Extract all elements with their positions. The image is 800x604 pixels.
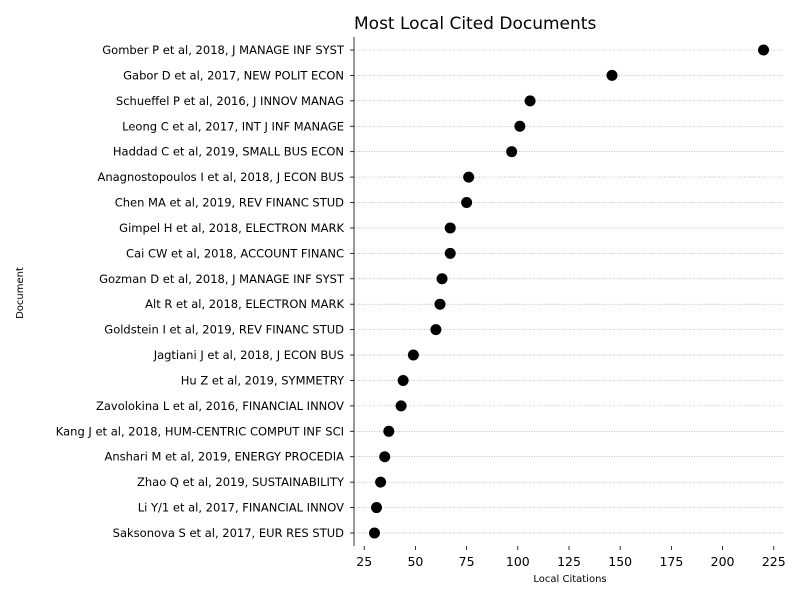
y-tick-label: Chen MA et al, 2019, REV FINANC STUD <box>115 196 344 210</box>
data-point <box>514 120 526 132</box>
y-tick-label: Anshari M et al, 2019, ENERGY PROCEDIA <box>104 450 344 464</box>
y-tick-label: Hu Z et al, 2019, SYMMETRY <box>181 373 345 387</box>
y-tick-label: Gabor D et al, 2017, NEW POLIT ECON <box>123 68 344 82</box>
y-tick-label: Gimpel H et al, 2018, ELECTRON MARK <box>119 221 344 235</box>
y-tick-label: Haddad C et al, 2019, SMALL BUS ECON <box>113 145 344 159</box>
y-tick-label: Jagtiani J et al, 2018, J ECON BUS <box>153 348 344 362</box>
chart-title: Most Local Cited Documents <box>354 14 596 34</box>
data-point <box>395 400 407 412</box>
y-tick-label: Cai CW et al, 2018, ACCOUNT FINANC <box>126 246 344 260</box>
data-points <box>368 44 770 539</box>
y-axis-label: Document <box>15 267 26 319</box>
axes <box>350 37 775 550</box>
data-point <box>368 527 380 539</box>
y-tick-label: Alt R et al, 2018, ELECTRON MARK <box>145 297 344 311</box>
y-tick-label: Li Y/1 et al, 2017, FINANCIAL INNOV <box>138 501 344 515</box>
x-tick-label: 75 <box>459 554 475 569</box>
tick-labels: Gomber P et al, 2018, J MANAGE INF SYST G… <box>56 43 786 569</box>
x-tick-label: 225 <box>762 554 786 569</box>
x-tick-label: 175 <box>659 554 683 569</box>
data-point <box>444 222 456 234</box>
data-point <box>463 171 475 183</box>
data-point <box>434 298 446 310</box>
y-tick-label: Anagnostopoulos I et al, 2018, J ECON BU… <box>97 170 344 184</box>
x-tick-label: 50 <box>407 554 423 569</box>
y-tick-label: Schueffel P et al, 2016, J INNOV MANAG <box>116 94 344 108</box>
x-tick-label: 125 <box>557 554 581 569</box>
y-tick-label: Gomber P et al, 2018, J MANAGE INF SYST <box>102 43 345 57</box>
data-point <box>444 247 456 259</box>
x-tick-label: 150 <box>608 554 632 569</box>
y-tick-label: Leong C et al, 2017, INT J INF MANAGE <box>122 119 344 133</box>
y-tick-label: Gozman D et al, 2018, J MANAGE INF SYST <box>99 272 345 286</box>
y-tick-label: Kang J et al, 2018, HUM-CENTRIC COMPUT I… <box>56 424 344 438</box>
data-point <box>436 273 448 285</box>
y-tick-label: Zavolokina L et al, 2016, FINANCIAL INNO… <box>96 399 344 413</box>
data-point <box>606 69 618 81</box>
data-point <box>758 44 770 56</box>
x-tick-label: 25 <box>356 554 372 569</box>
data-point <box>375 476 387 488</box>
data-point <box>407 349 419 361</box>
data-point <box>397 374 409 386</box>
data-point <box>524 95 536 107</box>
y-tick-label: Saksonova S et al, 2017, EUR RES STUD <box>113 526 344 540</box>
y-tick-label: Goldstein I et al, 2019, REV FINANC STUD <box>104 323 344 337</box>
x-axis-label: Local Citations <box>533 574 606 585</box>
data-point <box>506 146 518 158</box>
data-point <box>461 197 473 209</box>
grid-lines <box>354 49 784 534</box>
data-point <box>379 451 391 463</box>
data-point <box>371 502 383 514</box>
data-point <box>383 425 395 437</box>
x-tick-label: 100 <box>506 554 530 569</box>
x-tick-label: 200 <box>711 554 735 569</box>
y-tick-label: Zhao Q et al, 2019, SUSTAINABILITY <box>137 475 345 489</box>
data-point <box>430 324 442 336</box>
